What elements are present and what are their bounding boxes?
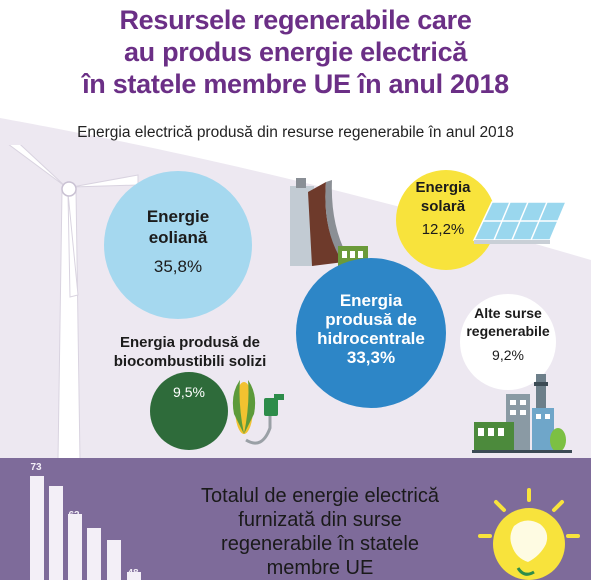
bar-label-3: 62 [68,510,80,521]
hydro-bubble [296,258,446,408]
bar-label-1: 73 [30,462,42,473]
solar-label: Energia solară 12,2% [415,179,471,238]
eu-sun-icon [478,488,580,580]
wind-turbine-icon [8,145,139,460]
page-subtitle: Energia electrică produsă din resurse re… [77,124,514,141]
corn-fuel-icon [232,380,284,445]
bar-label-2: 66 [49,492,61,503]
wind-bubble [104,171,252,319]
bar-label-5: 52 [107,554,119,565]
solar-bubble [396,170,496,270]
hydro-dam-icon [290,178,368,266]
wind-label: Energie eoliană 35,8% [146,207,210,276]
bar-5 [107,540,121,580]
hydro-label: Energia produsă de hidrocentrale 33,3% [317,291,425,367]
totals-bar-chart [24,470,164,580]
page-title: Resursele regenerabile care au produs en… [82,5,509,99]
bar-3 [68,514,82,580]
biofuel-value: 9,5% [173,384,205,400]
bar-label-6: 48 [127,568,139,579]
bar-label-4: 53 [87,549,99,560]
bar-1 [30,476,44,580]
solar-panel-icon [472,201,568,244]
biofuel-label: Energia produsă de biocombustibili soliz… [113,334,267,370]
bottom-title: Totalul de energie electrică furnizată d… [201,485,439,579]
biofuel-bubble [150,372,228,450]
bar-2 [49,486,63,580]
factory-icon [472,374,572,453]
bar-4 [87,528,101,580]
other-label: Alte surse regenerabile 9,2% [466,305,550,363]
bar-6 [127,572,141,580]
